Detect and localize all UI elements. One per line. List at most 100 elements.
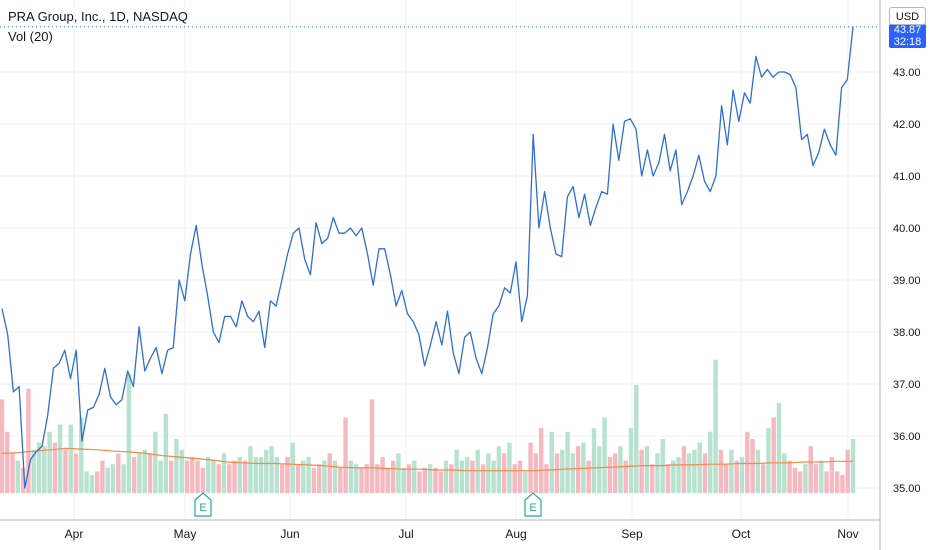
- volume-bar: [639, 449, 644, 493]
- volume-bar: [100, 460, 105, 493]
- volume-bar: [708, 431, 713, 493]
- volume-bar: [168, 460, 174, 493]
- volume-bar: [401, 467, 406, 493]
- volume-bar: [348, 460, 354, 493]
- volume-bar: [353, 464, 359, 493]
- volume-bar: [116, 453, 121, 493]
- volume-bar: [671, 460, 676, 493]
- volume-bar: [105, 467, 110, 493]
- volume-bar: [755, 449, 761, 493]
- volume-bar: [36, 442, 42, 493]
- volume-bar: [121, 464, 126, 493]
- volume-bar: [496, 446, 502, 493]
- volume-bar: [179, 449, 184, 493]
- volume-bar: [94, 471, 100, 493]
- volume-bar: [311, 467, 317, 493]
- volume-bar: [327, 453, 332, 493]
- volume-bar: [760, 464, 766, 493]
- volume-bar: [729, 449, 734, 493]
- volume-bar: [570, 453, 576, 493]
- y-tick-label: 40.00: [893, 223, 921, 235]
- volume-bar: [84, 471, 89, 493]
- volume-bar: [782, 453, 787, 493]
- volume-bar: [470, 460, 475, 493]
- volume-bar: [406, 464, 412, 493]
- volume-bar: [285, 457, 290, 493]
- volume-bar: [834, 471, 840, 493]
- volume-bar: [565, 431, 570, 493]
- volume-bar: [623, 460, 628, 493]
- price-line: [1, 26, 854, 489]
- earnings-marker[interactable]: E: [194, 492, 212, 517]
- volume-bar: [618, 446, 623, 493]
- svg-text:E: E: [529, 502, 536, 514]
- volume-bar: [237, 457, 243, 493]
- last-price-value: 43.87: [893, 24, 922, 36]
- volume-bar: [813, 464, 819, 493]
- volume-bar: [142, 449, 147, 493]
- volume-bar: [787, 460, 792, 493]
- volume-bar: [771, 417, 776, 493]
- x-tick-label: Aug: [505, 527, 526, 541]
- volume-bar: [211, 460, 216, 493]
- y-tick-label: 36.00: [893, 431, 921, 443]
- volume-bar: [655, 453, 660, 493]
- y-tick-label: 42.00: [893, 119, 921, 131]
- volume-bar: [454, 449, 459, 493]
- volume-bar: [385, 467, 391, 493]
- volume-bar: [295, 464, 301, 493]
- volume-bar: [819, 460, 824, 493]
- volume-bar: [792, 467, 798, 493]
- volume-bar: [491, 460, 496, 493]
- volume-bar: [396, 453, 401, 493]
- volume-bar: [232, 460, 237, 493]
- volume-bar: [5, 431, 10, 493]
- volume-legend[interactable]: Vol (20): [8, 29, 53, 44]
- volume-bar: [734, 460, 739, 493]
- volume-bar: [253, 457, 258, 493]
- volume-bar: [42, 446, 47, 493]
- volume-bar: [845, 449, 850, 493]
- volume-bar: [15, 460, 21, 493]
- volume-bar: [459, 460, 465, 493]
- volume-bar: [47, 431, 52, 493]
- volume-bar: [190, 457, 195, 493]
- volume-bar: [739, 457, 745, 493]
- countdown-value: 32:18: [893, 36, 922, 48]
- volume-bar: [412, 460, 417, 493]
- x-tick-label: Nov: [837, 527, 858, 541]
- volume-bar: [242, 460, 248, 493]
- volume-bar: [575, 446, 581, 493]
- volume-bar: [264, 449, 269, 493]
- volume-bar: [549, 431, 554, 493]
- volume-bar: [480, 464, 486, 493]
- volume-bar: [676, 457, 681, 493]
- volume-bar: [274, 457, 280, 493]
- volume-bar: [449, 464, 454, 493]
- volume-bar: [829, 457, 835, 493]
- volume-bar: [68, 424, 73, 493]
- volume-bar: [750, 439, 755, 493]
- volume-bar: [31, 449, 36, 493]
- volume-bar: [538, 428, 544, 493]
- volume-bar: [745, 431, 750, 493]
- volume-bar: [702, 453, 708, 493]
- volume-bar: [766, 428, 771, 493]
- volume-bar: [681, 446, 687, 493]
- volume-bar: [723, 464, 729, 493]
- volume-bar: [554, 453, 560, 493]
- earnings-marker[interactable]: E: [524, 492, 542, 517]
- volume-bar: [602, 417, 607, 493]
- volume-bar: [586, 460, 591, 493]
- x-tick-label: May: [174, 527, 197, 541]
- currency-badge[interactable]: USD: [889, 7, 926, 25]
- symbol-legend[interactable]: PRA Group, Inc., 1D, NASDAQ: [8, 9, 188, 24]
- volume-bar: [686, 453, 692, 493]
- last-price-label: 43.87 32:18: [889, 24, 926, 48]
- volume-bar: [10, 453, 15, 493]
- volume-bar: [364, 464, 369, 493]
- volume-bar: [528, 442, 533, 493]
- volume-bar: [126, 374, 132, 493]
